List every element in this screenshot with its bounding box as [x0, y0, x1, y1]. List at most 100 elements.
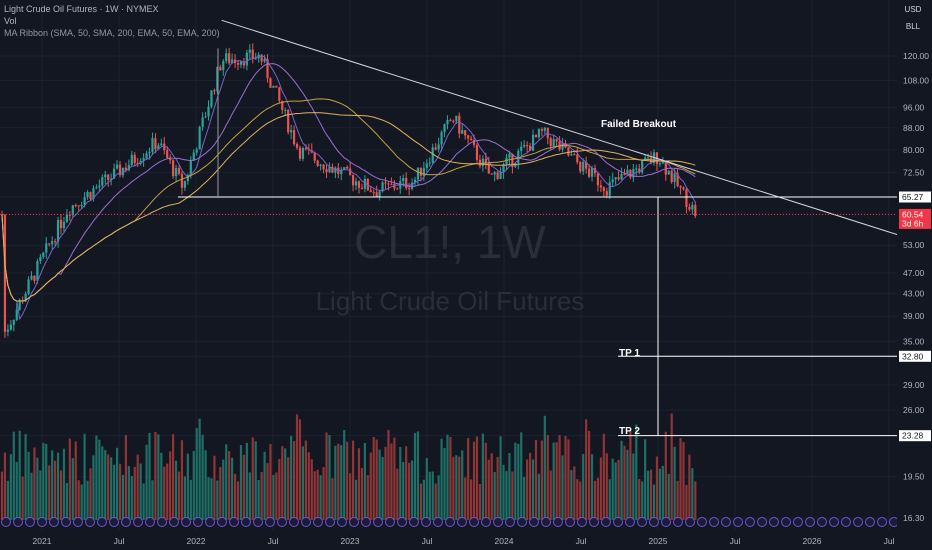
event-marker-icon	[709, 517, 719, 527]
volume-bar	[416, 431, 420, 520]
legend-vol[interactable]: Vol	[4, 16, 17, 26]
candle-body	[154, 138, 157, 149]
event-marker-icon	[385, 517, 395, 527]
legend-title[interactable]: Light Crude Oil Futures · 1W · NYMEX	[4, 4, 159, 14]
legend-ma[interactable]: MA Ribbon (SMA, 50, SMA, 200, EMA, 50, E…	[4, 28, 220, 38]
volume-bar	[3, 452, 7, 520]
volume-bar	[667, 473, 670, 520]
candle-body	[534, 134, 538, 138]
tp1-label: TP 1	[619, 348, 640, 359]
candle-body	[245, 52, 248, 66]
volume-bar	[68, 438, 71, 520]
volume-bar	[393, 437, 396, 520]
volume-bar	[531, 459, 535, 520]
volume-bar	[56, 452, 60, 520]
volume-bar	[425, 458, 428, 520]
candle-body	[626, 169, 629, 175]
candle-body	[36, 260, 39, 281]
ma-ribbon	[1, 55, 696, 321]
volume-bar	[605, 453, 608, 520]
volume-bar	[216, 480, 219, 520]
volume-bar	[649, 469, 653, 520]
volume-bar	[357, 448, 361, 520]
volume-bar	[139, 463, 142, 520]
volume-bar	[118, 463, 122, 520]
candle-body	[658, 163, 661, 165]
candle-body	[3, 214, 7, 332]
volume-bar	[629, 430, 632, 520]
volume-bar	[133, 466, 136, 520]
candle-body	[340, 169, 343, 175]
volume-bar	[349, 473, 352, 520]
candle-body	[467, 135, 470, 139]
volume-bar	[334, 445, 337, 520]
candle-body	[292, 130, 296, 144]
candle-body	[272, 85, 275, 88]
price-tick-label: 43.00	[903, 289, 925, 299]
candle-body	[602, 187, 605, 192]
candle-body	[298, 147, 302, 159]
candle-body	[452, 120, 455, 122]
candle-body	[614, 177, 617, 180]
volume-bar	[177, 471, 181, 520]
event-marker-icon	[265, 517, 275, 527]
volume-bar	[278, 458, 281, 520]
volume-bar	[260, 471, 263, 520]
volume-bar	[688, 454, 691, 520]
event-marker-icon	[781, 517, 791, 527]
candle-body	[198, 126, 201, 150]
time-axis[interactable]: 2021 Jul 2022 Jul 2023 Jul 2024 Jul 2025 Jul 2026 J…	[0, 530, 932, 550]
time-tick-label: Jul	[114, 536, 125, 546]
volume-bar	[142, 483, 145, 520]
volume-bar	[298, 419, 302, 520]
event-marker-icon	[457, 517, 467, 527]
volume-bar	[222, 459, 225, 520]
volume-bar	[635, 424, 638, 520]
candle-body	[590, 167, 594, 177]
volume-bar	[319, 475, 322, 520]
candle-body	[260, 54, 263, 62]
volume-bar	[42, 442, 45, 520]
volume-bar	[437, 475, 440, 520]
volume-bar	[59, 470, 63, 520]
volume-bar	[505, 471, 508, 520]
event-marker-icon	[721, 517, 731, 527]
volume-bar	[284, 448, 287, 520]
volume-bar	[632, 453, 635, 520]
candle-body	[425, 163, 428, 169]
event-marker-icon	[481, 517, 491, 527]
volume-bar	[228, 451, 231, 520]
candle-body	[599, 185, 602, 188]
candle-body	[343, 167, 346, 170]
price-axis[interactable]: 120.00 108.00 96.00 88.00 80.00 72.50 53.00 47.…	[897, 0, 932, 544]
volume-bar	[30, 472, 33, 520]
volume-bar	[295, 414, 299, 520]
event-marker-icon	[73, 517, 83, 527]
volume-bar	[343, 429, 346, 520]
volume-bar	[514, 442, 517, 520]
event-marker-icon	[793, 517, 803, 527]
volume-bar	[517, 443, 520, 520]
candle-body	[487, 163, 490, 174]
volume-bar	[183, 476, 187, 520]
volume-bar	[410, 460, 414, 520]
currency-button[interactable]: USD	[904, 5, 922, 14]
volume-bar	[372, 436, 375, 520]
volume-bar	[682, 442, 685, 520]
volume-bar	[419, 483, 423, 520]
candle-body	[316, 160, 319, 166]
candle-body	[646, 157, 650, 159]
price-tick-label: 29.00	[903, 380, 925, 390]
unit-button[interactable]: BLL	[905, 22, 921, 31]
volume-bar	[487, 459, 490, 520]
volume-bar	[192, 450, 195, 520]
event-marker-icon	[277, 517, 287, 527]
volume-bar	[390, 443, 393, 520]
volume-bar	[154, 431, 157, 520]
volume-bar	[115, 447, 119, 520]
time-tick-label: 2024	[495, 536, 514, 546]
event-marker-icon	[829, 517, 839, 527]
volume-bar	[499, 436, 502, 520]
volume-bar	[617, 459, 620, 520]
